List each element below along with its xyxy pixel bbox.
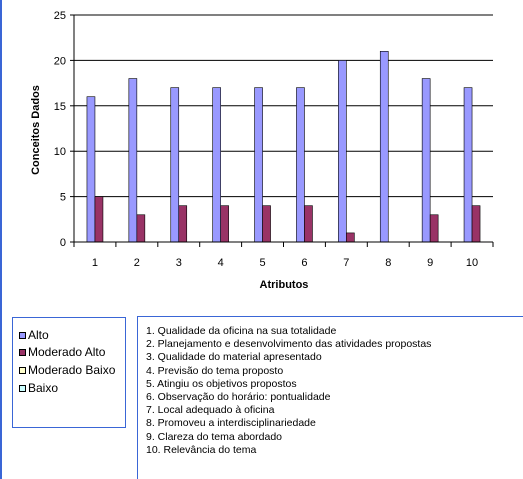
bar-alto-5 bbox=[254, 87, 263, 243]
legend-item: Moderado Baixo bbox=[19, 363, 115, 377]
note-item: 3. Qualidade do material apresentado bbox=[146, 351, 322, 364]
legend-swatch bbox=[19, 366, 26, 374]
bar-alto-9 bbox=[421, 78, 431, 243]
bar-alto-4 bbox=[212, 87, 221, 243]
y-tick-label: 15 bbox=[54, 101, 66, 113]
note-item: 9. Clareza do tema abordado bbox=[146, 430, 283, 443]
note-item: 8. Promoveu a interdisciplinariedade bbox=[146, 417, 316, 430]
legend-swatch bbox=[19, 348, 26, 356]
legend-label: Baixo bbox=[28, 381, 59, 395]
legend-label: Alto bbox=[28, 328, 49, 342]
x-tick-label: 1 bbox=[92, 257, 98, 269]
bar-alto-8 bbox=[379, 51, 389, 243]
x-tick-label: 6 bbox=[301, 257, 307, 269]
bar-alto-6 bbox=[296, 87, 305, 243]
bar-moderado-alto-2 bbox=[136, 214, 146, 243]
x-tick-label: 5 bbox=[259, 257, 265, 269]
legend-item: Alto bbox=[19, 328, 49, 342]
y-tick-labels: 0 5 10 15 20 25 bbox=[54, 10, 66, 249]
x-tick-label: 2 bbox=[134, 257, 140, 269]
x-tick-label: 9 bbox=[427, 257, 433, 269]
x-tick-label: 4 bbox=[218, 257, 224, 269]
bar-moderado-alto-10 bbox=[471, 205, 481, 243]
attribute-notes: 1. Qualidade da oficina na sua totalidad… bbox=[137, 316, 523, 479]
bar-moderado-alto-5 bbox=[262, 205, 271, 243]
bar-alto-10 bbox=[463, 87, 473, 243]
legend-item: Baixo bbox=[19, 381, 58, 395]
note-item: 7. Local adequado à oficina bbox=[146, 404, 275, 417]
note-item: 5. Atingiu os objetivos propostos bbox=[146, 377, 297, 390]
legend-label: Moderado Alto bbox=[28, 345, 106, 359]
x-tick-labels: 1 2 3 4 5 6 7 8 9 10 bbox=[92, 257, 478, 269]
bar-alto-3 bbox=[170, 87, 180, 243]
bar-alto-7 bbox=[338, 60, 347, 243]
legend-item: Moderado Alto bbox=[19, 345, 105, 359]
legend-swatch bbox=[19, 331, 26, 339]
note-item: 1. Qualidade da oficina na sua totalidad… bbox=[146, 325, 337, 337]
y-tick-label: 0 bbox=[60, 237, 66, 249]
legend: Alto Moderado Alto Moderado Baixo Baixo bbox=[12, 317, 126, 428]
note-item: 2. Planejamento e desenvolvimento das at… bbox=[146, 338, 432, 351]
bar-moderado-alto-9 bbox=[429, 214, 439, 243]
bar-moderado-alto-7 bbox=[346, 232, 355, 243]
y-axis-label: Conceitos Dados bbox=[30, 85, 42, 175]
bar-alto-1 bbox=[86, 96, 96, 243]
note-item: 6. Observação do horário: pontualidade bbox=[146, 391, 331, 404]
notes-list: 1. Qualidade da oficina na sua totalidad… bbox=[146, 325, 431, 457]
legend-label: Moderado Baixo bbox=[28, 363, 116, 377]
bar-moderado-alto-4 bbox=[220, 205, 229, 243]
y-tick-label: 20 bbox=[54, 55, 66, 67]
bar-moderado-alto-3 bbox=[178, 205, 188, 243]
bar-moderado-alto-6 bbox=[304, 205, 313, 243]
bar-moderado-alto-1 bbox=[94, 196, 104, 243]
legend-swatch bbox=[19, 384, 26, 392]
bars bbox=[86, 51, 481, 243]
left-border bbox=[0, 0, 2, 479]
y-tick-label: 25 bbox=[54, 10, 66, 22]
y-tick-label: 5 bbox=[60, 192, 66, 204]
x-tick-label: 8 bbox=[385, 257, 391, 269]
note-item: 10. Relevância do tema bbox=[146, 443, 257, 456]
y-tick-label: 10 bbox=[54, 146, 66, 158]
bar-alto-2 bbox=[128, 78, 138, 243]
note-item: 4. Previsão do tema proposto bbox=[146, 364, 284, 377]
x-tick-label: 3 bbox=[176, 257, 182, 269]
axes bbox=[70, 14, 494, 247]
x-axis-label: Atributos bbox=[260, 279, 309, 291]
x-tick-label: 10 bbox=[466, 257, 478, 269]
x-tick-label: 7 bbox=[343, 257, 349, 269]
bar-chart: 0 5 10 15 20 25 1 2 3 4 5 6 7 8 9 10 Atributos Conceit… bbox=[30, 10, 494, 291]
